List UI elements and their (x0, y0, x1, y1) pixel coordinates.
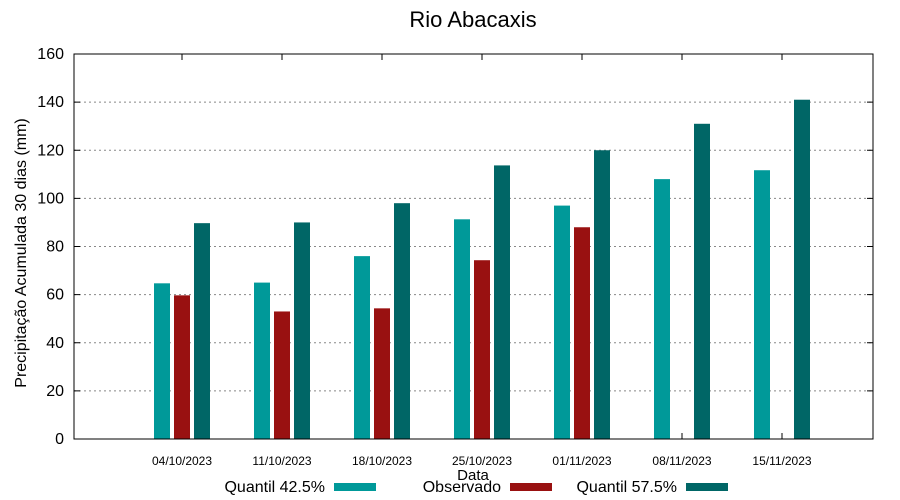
chart-title: Rio Abacaxis (409, 7, 536, 32)
bar-quantil-57-5--1 (294, 222, 310, 439)
legend-label: Quantil 42.5% (224, 479, 325, 496)
x-axis-label: Data (457, 467, 489, 484)
y-tick-label: 20 (46, 383, 64, 400)
bar-quantil-42-5--1 (254, 282, 270, 439)
x-tick-label: 01/11/2023 (552, 454, 611, 468)
bar-observado-2 (374, 308, 390, 439)
x-tick-label: 15/11/2023 (752, 454, 811, 468)
legend: Quantil 42.5% Observado Quantil 57.5% (224, 479, 728, 496)
y-tick-label: 120 (37, 142, 64, 159)
grid-lines (74, 101, 873, 392)
bar-quantil-42-5--5 (654, 179, 670, 439)
y-tick-label: 140 (37, 94, 64, 111)
bar-quantil-57-5--6 (794, 99, 810, 439)
legend-swatch (510, 483, 552, 491)
bar-observado-3 (474, 260, 490, 439)
bar-quantil-57-5--2 (394, 203, 410, 439)
y-axis-ticks: 0 20 40 60 80 100 120 140 160 (37, 46, 873, 448)
bar-quantil-42-5--3 (454, 219, 470, 439)
bar-quantil-42-5--2 (354, 256, 370, 439)
bar-quantil-42-5--0 (154, 283, 170, 439)
bars (154, 99, 810, 440)
x-tick-label: 25/10/2023 (452, 454, 512, 468)
bar-observado-1 (274, 311, 290, 439)
bar-quantil-57-5--3 (494, 165, 510, 440)
bar-quantil-42-5--6 (754, 170, 770, 440)
bar-quantil-42-5--4 (554, 205, 570, 439)
legend-label: Observado (423, 479, 501, 496)
x-tick-label: 04/10/2023 (152, 454, 212, 468)
y-tick-label: 40 (46, 335, 64, 352)
y-tick-label: 80 (46, 239, 64, 256)
y-tick-label: 0 (55, 431, 64, 448)
y-tick-label: 100 (37, 190, 64, 207)
plot-frame (73, 53, 874, 440)
y-tick-label: 160 (37, 46, 64, 63)
legend-swatch (334, 483, 376, 491)
bar-quantil-57-5--4 (594, 150, 610, 439)
bar-observado-4 (574, 227, 590, 439)
legend-swatch (686, 483, 728, 491)
x-tick-label: 18/10/2023 (352, 454, 412, 468)
y-tick-label: 60 (46, 287, 64, 304)
bar-quantil-57-5--0 (194, 223, 210, 439)
x-axis-ticks: 04/10/2023 11/10/2023 18/10/2023 25/10/2023… (152, 54, 812, 468)
x-tick-label: 11/10/2023 (252, 454, 311, 468)
bar-observado-0 (174, 295, 190, 439)
y-axis-label: Precipitação Acumulada 30 dias (mm) (13, 118, 30, 387)
bar-quantil-57-5--5 (694, 123, 710, 439)
legend-label: Quantil 57.5% (576, 479, 677, 496)
x-tick-label: 08/11/2023 (652, 454, 711, 468)
